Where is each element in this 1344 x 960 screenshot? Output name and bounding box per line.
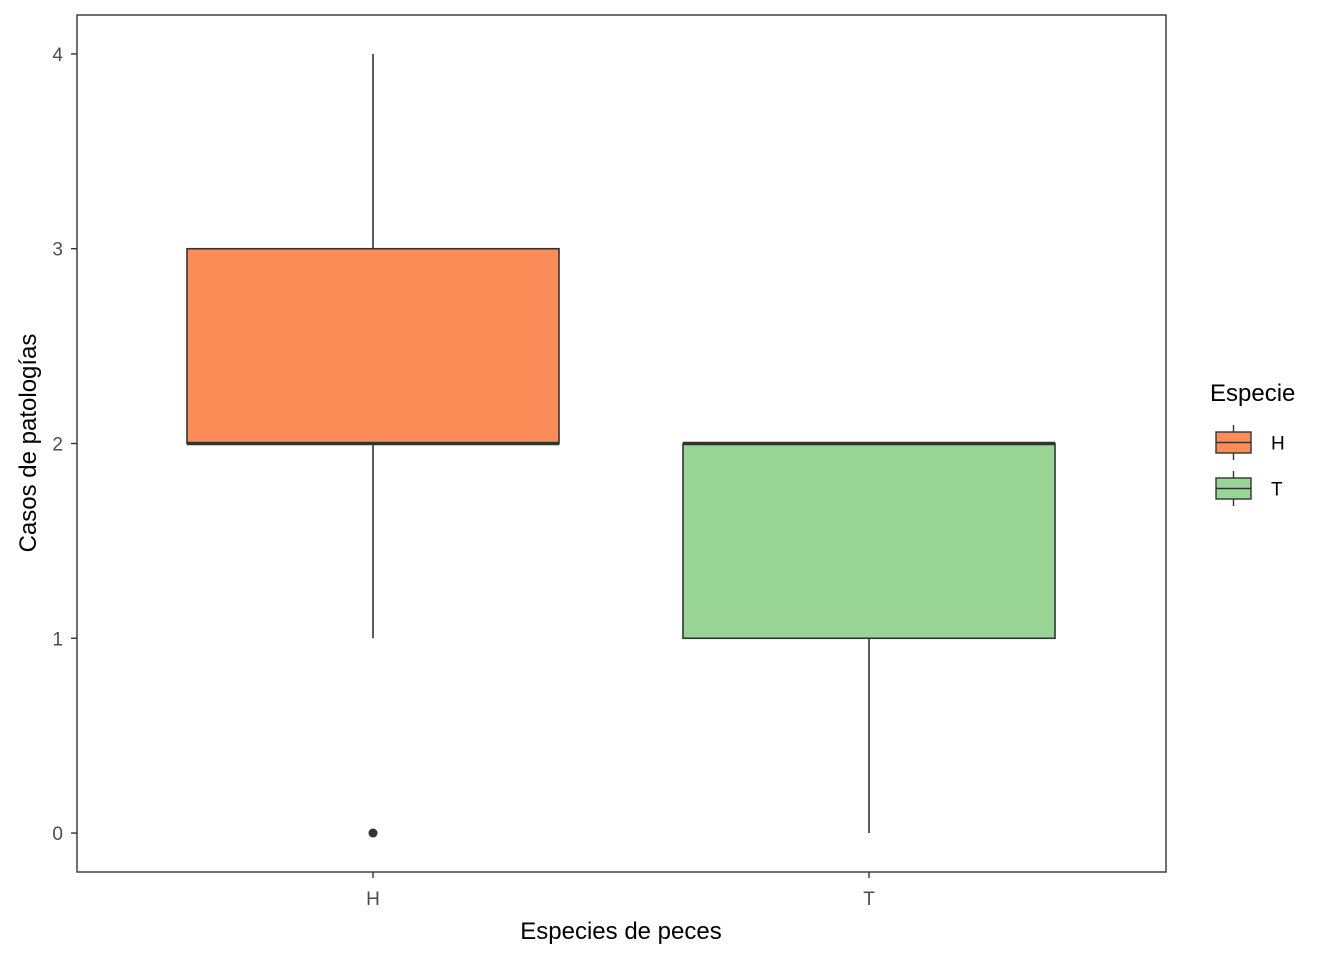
legend-item-T: T — [1215, 471, 1283, 506]
y-tick-label: 2 — [52, 435, 63, 456]
y-axis-title: Casos de patologías — [15, 334, 42, 553]
legend-title: Especie — [1210, 380, 1295, 407]
iqr-box — [682, 442, 1056, 640]
boxes — [186, 53, 1056, 838]
legend: Especie H T — [1210, 380, 1295, 506]
y-tick-label: 1 — [52, 629, 63, 650]
box-T — [682, 441, 1056, 834]
x-tick-label: T — [863, 889, 875, 910]
outlier-point — [368, 828, 378, 838]
legend-item-H: H — [1215, 425, 1285, 460]
y-tick-label: 3 — [52, 240, 63, 261]
x-tick-label: H — [366, 889, 380, 910]
y-tick-label: 0 — [52, 824, 63, 845]
box-H — [186, 53, 560, 838]
legend-label: T — [1271, 480, 1283, 501]
y-axis: 0 1 2 3 4 — [52, 45, 77, 845]
iqr-box — [186, 247, 560, 445]
x-axis-title: Especies de peces — [520, 918, 721, 945]
legend-label: H — [1271, 434, 1285, 455]
y-tick-label: 4 — [52, 45, 63, 66]
